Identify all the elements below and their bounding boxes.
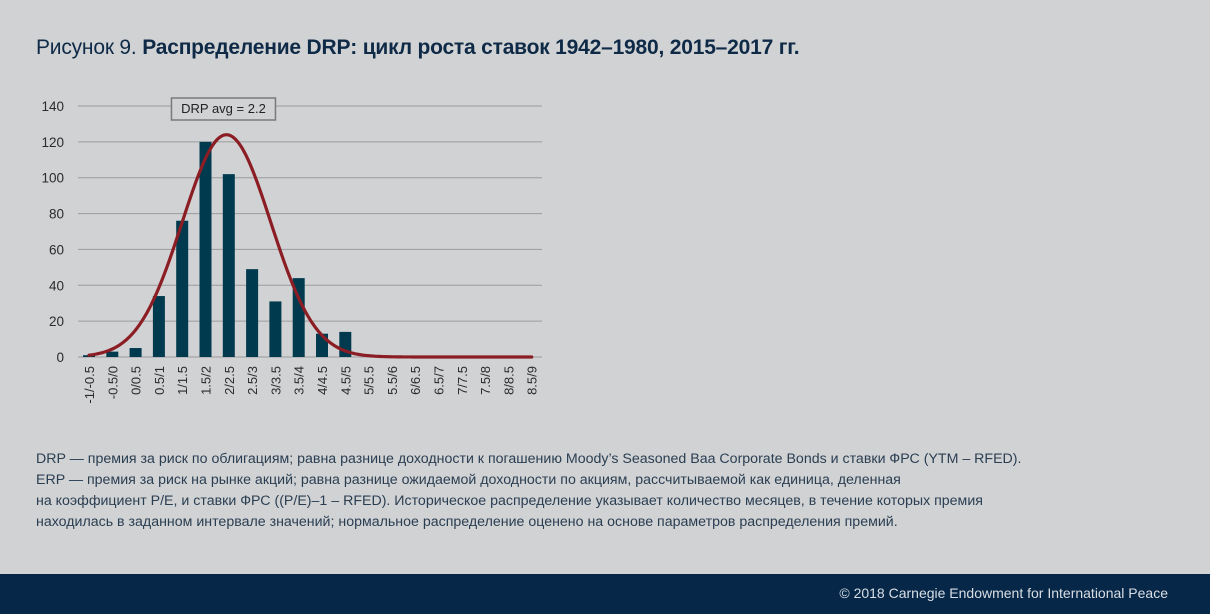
x-tick-label: 5/5.5 [362,366,377,395]
figure-heading: Распределение DRP: цикл роста ставок 194… [142,36,800,59]
x-tick-label: -1/-0.5 [82,366,97,404]
note-line: на коэффициент P/E, и ставки ФРС ((P/E)–… [36,493,983,509]
y-tick-label: 60 [49,242,64,257]
x-tick-label: 3/3.5 [268,366,283,395]
x-tick-label: 1/1.5 [175,366,190,395]
x-tick-label: 1.5/2 [199,366,214,395]
bar-0.5/1 [152,296,165,357]
average-annotation: DRP avg = 2.2 [170,97,277,121]
x-tick-label: 6/6.5 [408,366,423,395]
x-tick-label: 7.5/8 [478,366,493,395]
note-line: ERP — премия за риск на рынке акций; рав… [36,472,901,488]
y-tick-label: 40 [49,278,64,293]
x-tick-label: 2/2.5 [222,366,237,395]
x-tick-label: -0.5/0 [105,366,120,399]
y-tick-label: 0 [56,350,64,365]
bar-3/3.5 [269,301,282,357]
y-tick-label: 120 [41,135,64,150]
note-line: находилась в заданном интервале значений… [36,514,898,530]
x-axis-ticks: -1/-0.5 -0.5/0 0/0.5 0.5/1 1/1.5 1.5/2 2/2.5 2.… [82,366,540,404]
figure-number: Рисунок 9. [36,36,137,59]
x-tick-label: 7/7.5 [455,366,470,395]
note-line: DRP — премия за риск по облигациям; равн… [36,451,1022,467]
annotation-label: DRP avg = 2.2 [181,101,266,116]
footer: © 2018 Carnegie Endowment for Internatio… [0,574,1210,614]
x-tick-label: 0/0.5 [129,366,144,395]
x-tick-label: 3.5/4 [292,366,307,395]
figure-title: Рисунок 9. Распределение DRP: цикл роста… [36,36,800,60]
bar-2/2.5 [222,174,235,357]
copyright: © 2018 Carnegie Endowment for Internatio… [839,585,1168,601]
annotation-box [170,97,277,121]
bar--0.5/0 [106,351,119,357]
y-axis-ticks: 0 20 40 60 80 100 120 140 [41,99,64,365]
y-tick-label: 20 [49,314,64,329]
x-tick-label: 6.5/7 [432,366,447,395]
x-tick-label: 0.5/1 [152,366,167,395]
bars [83,141,352,357]
y-tick-label: 100 [41,171,64,186]
bar-1/1.5 [176,220,189,357]
x-tick-label: 4/4.5 [315,366,330,395]
bar-1.5/2 [199,141,212,357]
x-tick-label: 4.5/5 [338,366,353,395]
x-tick-label: 5.5/6 [385,366,400,395]
x-tick-label: 2.5/3 [245,366,260,395]
y-tick-label: 80 [49,207,64,222]
x-tick-label: 8/8.5 [501,366,516,395]
chart-notes: DRP — премия за риск по облигациям; равн… [36,449,1206,533]
y-tick-label: 140 [41,99,64,114]
histogram-chart: 0 20 40 60 80 100 120 140 -1/-0.5 -0.5/0 0/0.5 0.5… [41,97,542,404]
x-tick-label: 8.5/9 [525,366,540,395]
bar-3.5/4 [292,278,305,357]
normal-distribution-curve [87,133,534,359]
bar-2.5/3 [246,269,259,357]
bar-0/0.5 [129,348,142,357]
